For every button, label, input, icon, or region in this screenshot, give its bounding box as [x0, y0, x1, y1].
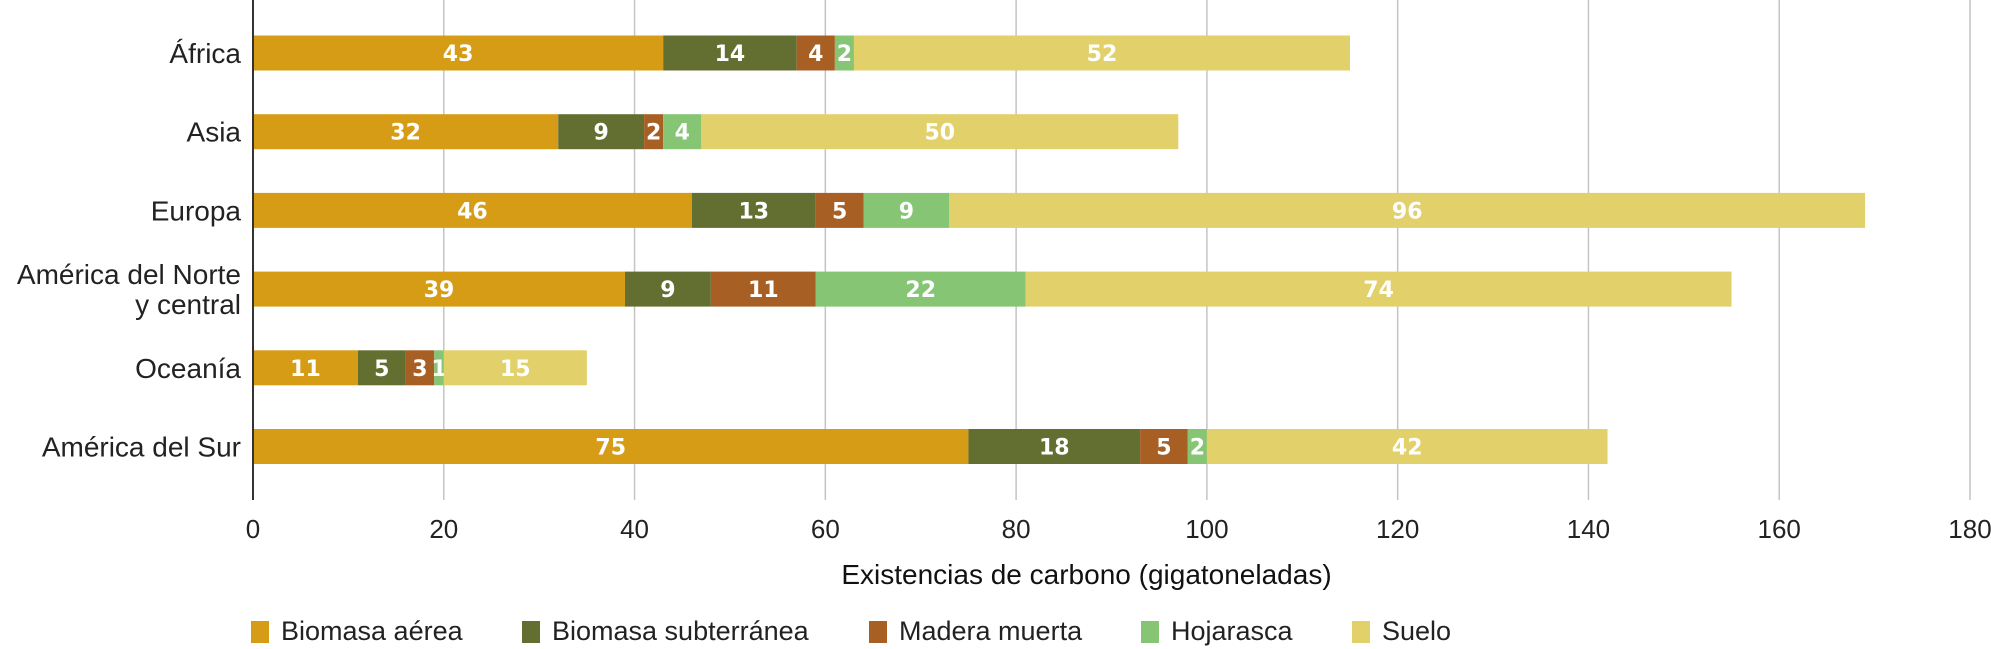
- bar-segment-madera-muerta: [405, 350, 435, 386]
- bar-segment-suelo: [701, 114, 1179, 150]
- legend-label: Biomasa subterránea: [552, 616, 810, 646]
- bar-value-label: 11: [290, 357, 321, 382]
- bar-value-label: 11: [748, 278, 779, 303]
- bar-value-label: 9: [594, 121, 609, 146]
- legend-label: Madera muerta: [899, 616, 1083, 646]
- bar-value-label: 50: [924, 121, 955, 146]
- bar-segment-madera-muerta: [644, 114, 664, 150]
- bar-value-label: 75: [595, 436, 626, 461]
- bar-segment-hojarasca: [863, 192, 950, 228]
- bar-value-label: 52: [1087, 42, 1118, 67]
- bar-segment-madera-muerta: [710, 271, 816, 307]
- legend-label: Suelo: [1382, 616, 1451, 646]
- bar-value-label: 46: [457, 199, 488, 224]
- bar-segment-suelo: [853, 35, 1350, 71]
- legend-label: Biomasa aérea: [281, 616, 464, 646]
- x-tick-label: 40: [620, 514, 649, 544]
- bar-value-label: 15: [500, 357, 531, 382]
- category-label: África: [169, 38, 241, 69]
- category-label: Oceanía: [135, 353, 241, 384]
- bar-value-label: 2: [837, 42, 852, 67]
- category-label: Asia: [187, 117, 242, 148]
- bar-segment-hojarasca: [434, 350, 444, 386]
- bar-value-label: 32: [390, 121, 421, 146]
- bar-segment-suelo: [1206, 429, 1608, 464]
- bar-segment-biomasa-subterránea: [663, 35, 797, 71]
- legend-swatch: [251, 621, 269, 643]
- bar-segment-biomasa-aérea: [253, 192, 692, 228]
- bar-value-label: 4: [808, 42, 823, 67]
- x-tick-label: 20: [429, 514, 458, 544]
- x-tick-label: 180: [1948, 514, 1991, 544]
- x-tick-label: 140: [1567, 514, 1610, 544]
- bar-value-label: 9: [660, 278, 675, 303]
- bar-value-label: 13: [738, 199, 769, 224]
- bar-segment-hojarasca: [834, 35, 854, 71]
- legend-swatch: [1352, 621, 1370, 643]
- bar-segment-suelo: [1025, 271, 1732, 307]
- x-tick-label: 160: [1758, 514, 1801, 544]
- bar-segment-suelo: [443, 350, 587, 386]
- bar-value-label: 5: [1156, 436, 1171, 461]
- bar-segment-biomasa-aérea: [253, 35, 664, 71]
- category-label: Europa: [151, 195, 242, 226]
- category-labels: África Asia Europa América del Norte y centr…: [17, 38, 242, 463]
- category-label: América del Norte y central: [17, 259, 241, 320]
- x-tick-label: 100: [1185, 514, 1228, 544]
- bar-value-label: 96: [1392, 199, 1423, 224]
- bar-segment-madera-muerta: [796, 35, 835, 71]
- bar-segment-biomasa-aérea: [253, 114, 559, 150]
- bar-segment-hojarasca: [815, 271, 1026, 307]
- x-tick-label: 120: [1376, 514, 1419, 544]
- bar-segment-biomasa-subterránea: [691, 192, 816, 228]
- bar-value-label: 2: [646, 121, 661, 146]
- bar-value-label: 5: [374, 357, 389, 382]
- bar-segment-biomasa-subterránea: [357, 350, 406, 386]
- bar-value-label: 9: [899, 199, 914, 224]
- legend-label: Hojarasca: [1171, 616, 1294, 646]
- bar-segment-hojarasca: [663, 114, 702, 150]
- bar-value-label: 5: [832, 199, 847, 224]
- bar-segment-madera-muerta: [1140, 429, 1188, 464]
- bar-value-label: 3: [412, 357, 427, 382]
- bar-segment-biomasa-aérea: [253, 350, 358, 386]
- bar-segment-hojarasca: [1187, 429, 1207, 464]
- legend-swatch: [522, 621, 540, 643]
- bar-value-label: 2: [1190, 436, 1205, 461]
- bar-value-label: 74: [1363, 278, 1394, 303]
- bar-segment-biomasa-subterránea: [625, 271, 711, 307]
- bar-value-label: 43: [443, 42, 474, 67]
- bar-value-label: 18: [1039, 436, 1070, 461]
- bar-segment-biomasa-aérea: [253, 271, 626, 307]
- legend-swatch: [1141, 621, 1159, 643]
- x-tick-label: 80: [1002, 514, 1031, 544]
- x-tick-label: 0: [246, 514, 260, 544]
- x-axis-title: Existencias de carbono (gigatoneladas): [841, 559, 1331, 590]
- bar-value-label: 39: [424, 278, 455, 303]
- bar-value-label: 14: [715, 42, 746, 67]
- bar-segment-biomasa-aérea: [253, 429, 969, 464]
- bar-value-label: 4: [675, 121, 690, 146]
- gridlines: [443, 0, 1971, 500]
- bar-segment-biomasa-subterránea: [558, 114, 645, 150]
- bar-segment-madera-muerta: [815, 192, 864, 228]
- x-tick-label: 60: [811, 514, 840, 544]
- bar-value-label: 1: [431, 357, 446, 382]
- bar-segment-suelo: [949, 192, 1866, 228]
- bar-segment-biomasa-subterránea: [968, 429, 1141, 464]
- bar-value-label: 22: [905, 278, 936, 303]
- legend-swatch: [869, 621, 887, 643]
- x-tick-labels: 0 20 40 60 80 100 120 140 160 180: [246, 514, 1991, 544]
- legend: Biomasa aérea Biomasa subterránea Madera m…: [251, 616, 1451, 646]
- bar-value-label: 42: [1392, 436, 1423, 461]
- category-label: América del Sur: [42, 432, 241, 463]
